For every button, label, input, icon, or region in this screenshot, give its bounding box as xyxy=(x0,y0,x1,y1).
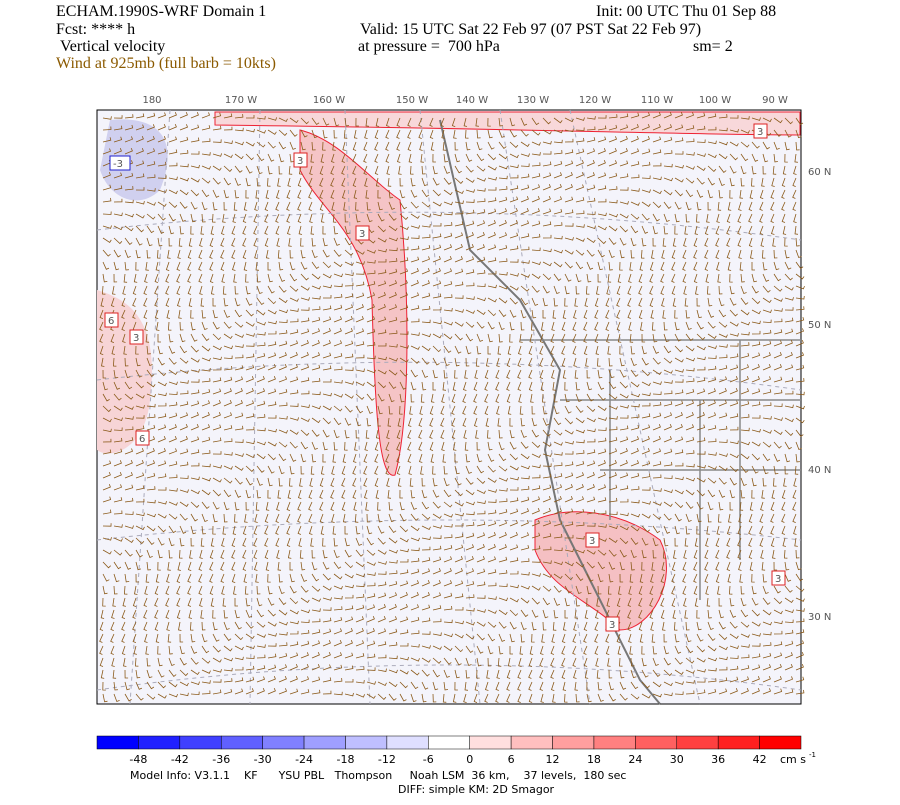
colorbar-label: -24 xyxy=(295,753,313,766)
contour-label: 6 xyxy=(139,434,145,445)
map xyxy=(96,109,805,705)
borders xyxy=(520,339,801,600)
colorbar-box xyxy=(386,735,429,750)
contour-label: 3 xyxy=(757,127,763,138)
colorbar-box xyxy=(469,735,512,750)
valid-time: Valid: 15 UTC Sat 22 Feb 97 (07 PST Sat … xyxy=(360,21,701,38)
contour-label: 3 xyxy=(609,620,615,631)
colorbar-units-exponent: -1 xyxy=(809,751,816,759)
colorbar-label: -30 xyxy=(254,753,272,766)
longitude-label: 170 W xyxy=(225,95,257,106)
colorbar-label: 42 xyxy=(753,753,767,766)
colorbar-label: -18 xyxy=(336,753,354,766)
contour-label: 3 xyxy=(589,536,595,547)
colorbar-box xyxy=(345,735,388,750)
title: ECHAM.1990S-WRF Domain 1 xyxy=(56,3,266,20)
contour-label: 3 xyxy=(359,229,365,240)
model-info: Model Info: V3.1.1 KF YSU PBL Thompson N… xyxy=(130,769,626,782)
map-frame xyxy=(96,109,802,705)
latitude-label: 50 N xyxy=(808,320,831,331)
contour-label: 3 xyxy=(297,156,303,167)
shade xyxy=(100,119,168,201)
forecast-hour: Fcst: **** h xyxy=(56,21,135,38)
coastline xyxy=(439,119,661,705)
smoothing: sm= 2 xyxy=(693,38,733,55)
colorbar-box xyxy=(510,735,553,750)
contour-label-box xyxy=(109,155,131,171)
colorbar-box xyxy=(552,735,595,750)
colorbar-label: 12 xyxy=(546,753,560,766)
latitude-label: 60 N xyxy=(808,167,831,178)
colorbar-box xyxy=(262,735,305,750)
colorbar-box xyxy=(676,735,719,750)
colorbar-box xyxy=(759,735,802,750)
colorbar-box xyxy=(138,735,181,750)
colorbar-box xyxy=(717,735,760,750)
contour-label: 3 xyxy=(775,574,781,585)
colorbar-box xyxy=(593,735,636,750)
colorbar-label: -36 xyxy=(212,753,230,766)
colorbar-label: -6 xyxy=(423,753,434,766)
colorbar-label: 0 xyxy=(466,753,473,766)
contour-label-box xyxy=(753,123,768,139)
barb xyxy=(99,111,805,703)
longitude-label: 150 W xyxy=(396,95,428,106)
colorbar-box xyxy=(635,735,678,750)
latitude-label: 30 N xyxy=(808,612,831,623)
wind-barbs xyxy=(99,111,805,703)
contour-label-box xyxy=(605,616,620,632)
latitude-label: 40 N xyxy=(808,465,831,476)
colorbar-box xyxy=(303,735,346,750)
graticule xyxy=(96,109,802,705)
contour-label-box xyxy=(293,152,308,168)
longitude-label: 90 W xyxy=(762,95,788,106)
colorbar-label: 18 xyxy=(587,753,601,766)
colorbar-box xyxy=(220,735,263,750)
field-name: Vertical velocity xyxy=(60,38,165,55)
contour-label-box xyxy=(129,329,144,345)
colorbar-box xyxy=(428,735,470,750)
colorbar-label: 24 xyxy=(628,753,642,766)
contour-label: 6 xyxy=(108,316,114,327)
colorbar-label: 30 xyxy=(670,753,684,766)
longitude-label: 160 W xyxy=(313,95,345,106)
colorbar-box xyxy=(179,735,222,750)
contour-label-box xyxy=(355,225,370,241)
longitude-label: 140 W xyxy=(456,95,488,106)
contour-label: -3 xyxy=(113,159,123,170)
wind-legend: Wind at 925mb (full barb = 10kts) xyxy=(56,55,276,72)
longitude-label: 120 W xyxy=(579,95,611,106)
colorbar-box xyxy=(96,735,139,750)
colorbar-label: 6 xyxy=(508,753,515,766)
shade xyxy=(299,129,408,476)
init-time: Init: 00 UTC Thu 01 Sep 88 xyxy=(596,3,776,20)
contour-label-box xyxy=(771,570,786,586)
contour-label-box xyxy=(135,430,150,446)
longitude-label: 130 W xyxy=(517,95,549,106)
colorbar-units: cm s xyxy=(780,753,806,766)
colorbar-label: -42 xyxy=(171,753,189,766)
longitude-label: 100 W xyxy=(699,95,731,106)
contour-label: 3 xyxy=(133,333,139,344)
colorbar: -48 -42 -36 -30 -24 -18 -12 -6 0 6 12 18 24 30 36 42 xyxy=(96,735,802,766)
colorbar-label: -12 xyxy=(378,753,396,766)
contour-label-box xyxy=(104,312,119,328)
map-labels: 180 170 W 160 W 150 W 140 W 130 W 120 W 110 W 10… xyxy=(104,95,831,632)
colorbar-label: -48 xyxy=(129,753,147,766)
contour-label-box xyxy=(585,532,600,548)
pressure-level: at pressure = 700 hPa xyxy=(358,38,500,55)
longitude-label: 180 xyxy=(142,95,161,106)
diff-info: DIFF: simple KM: 2D Smagor xyxy=(398,783,555,796)
colorbar-label: 36 xyxy=(711,753,725,766)
longitude-label: 110 W xyxy=(641,95,673,106)
